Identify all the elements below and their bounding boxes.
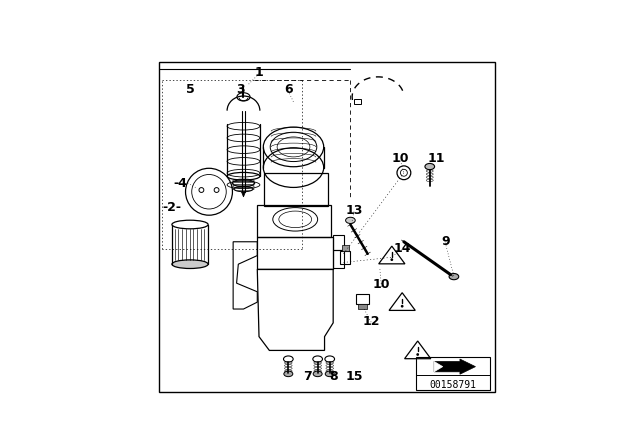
Bar	[342, 245, 349, 251]
Ellipse shape	[172, 260, 208, 268]
Bar	[354, 99, 362, 104]
Bar	[358, 303, 367, 309]
Bar	[416, 358, 490, 390]
Bar	[257, 237, 333, 269]
Polygon shape	[434, 359, 476, 374]
Text: 3: 3	[236, 83, 244, 96]
Text: 11: 11	[428, 152, 445, 165]
Ellipse shape	[284, 371, 293, 377]
Bar	[333, 250, 344, 267]
Bar	[257, 205, 332, 237]
Text: -2-: -2-	[163, 201, 182, 214]
Bar	[340, 251, 351, 264]
Text: 7: 7	[303, 370, 312, 383]
Ellipse shape	[346, 217, 355, 224]
Circle shape	[401, 305, 404, 308]
Bar	[333, 235, 344, 250]
Polygon shape	[241, 192, 246, 197]
Circle shape	[390, 258, 393, 261]
Text: 10: 10	[392, 152, 409, 165]
Text: 6: 6	[284, 83, 292, 96]
Text: 1: 1	[255, 66, 264, 79]
Text: 5: 5	[186, 83, 195, 96]
Text: 14: 14	[394, 242, 411, 255]
Text: 10: 10	[372, 278, 390, 291]
Ellipse shape	[449, 273, 459, 280]
Ellipse shape	[325, 371, 334, 377]
Ellipse shape	[425, 164, 435, 170]
Text: 12: 12	[362, 314, 380, 327]
Bar	[264, 173, 328, 206]
Text: 00158791: 00158791	[429, 379, 477, 390]
Text: -4: -4	[173, 177, 188, 190]
Text: 15: 15	[345, 370, 363, 383]
Text: 9: 9	[441, 235, 449, 248]
Text: 8: 8	[329, 370, 337, 383]
Text: 13: 13	[345, 204, 362, 217]
Polygon shape	[434, 362, 443, 372]
Ellipse shape	[313, 371, 322, 377]
Circle shape	[416, 353, 419, 356]
Bar	[356, 294, 369, 304]
